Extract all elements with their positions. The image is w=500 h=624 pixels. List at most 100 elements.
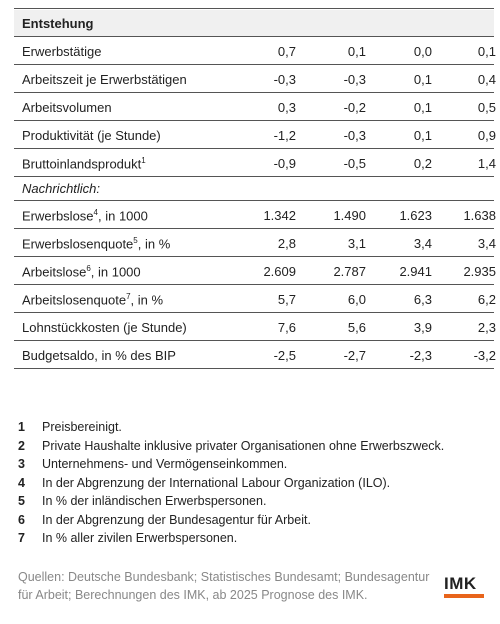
- cell-value: -0,3: [343, 128, 366, 143]
- cell-value: -2,3: [409, 348, 432, 363]
- label-text: Budgetsaldo, in % des BIP: [22, 348, 176, 363]
- label-text: Erwerbstätige: [22, 44, 102, 59]
- footnote-number: 2: [18, 438, 25, 453]
- cell-value: 6,0: [347, 292, 366, 307]
- cell-value: 0,1: [477, 44, 496, 59]
- row-label: Produktivität (je Stunde): [22, 128, 161, 143]
- cell-value: 3,4: [477, 236, 496, 251]
- footnote-ref: 4: [93, 208, 98, 217]
- label-text: Arbeitslosenquote: [22, 292, 127, 308]
- cell-value: 3,9: [413, 320, 432, 335]
- top-rule: [14, 8, 494, 9]
- row-label: Erwerbstätige: [22, 44, 101, 59]
- table-row: Erwerbstätige 0,7 0,1 0,0 0,1: [14, 36, 496, 65]
- cell-value: 0,4: [477, 72, 496, 87]
- table-row: Produktivität (je Stunde) -1,2 -0,3 0,1 0,9: [14, 120, 496, 149]
- logo-bar: [444, 594, 484, 598]
- label-text: Erwerbslosenquote: [22, 236, 134, 252]
- footnote-text: Preisbereinigt.: [42, 420, 122, 434]
- footnote-text: In der Abgrenzung der International Labo…: [42, 475, 391, 490]
- label-text: Erwerbslose: [22, 208, 94, 224]
- label-text: Arbeitslose: [22, 264, 87, 280]
- cell-value: 5,7: [277, 292, 296, 307]
- cell-value: 1,4: [477, 156, 496, 171]
- note-heading: Nachrichtlich:: [22, 181, 101, 196]
- label-suffix: , in 1000: [90, 264, 141, 280]
- footnote-text: Private Haushalte inklusive privater Org…: [42, 438, 445, 453]
- table-row: Arbeitszeit je Erwerbstätigen -0,3 -0,3 0,1…: [14, 64, 496, 93]
- cell-value: 1.490: [333, 208, 366, 223]
- cell-value: 0,7: [277, 44, 296, 59]
- row-label: Arbeitslosenquote7, in %: [22, 292, 163, 307]
- footnote-ref: 1: [141, 156, 146, 165]
- cell-value: -0,9: [273, 156, 296, 171]
- label-suffix: , in 1000: [97, 208, 148, 224]
- cell-value: 3,1: [347, 236, 366, 251]
- footnote-text: In der Abgrenzung der Bundesagentur für …: [42, 512, 311, 527]
- row-label: Erwerbslosenquote5, in %: [22, 236, 170, 251]
- table-row: Bruttoinlandsprodukt1 -0,9 -0,5 0,2 1,4: [14, 148, 496, 177]
- cell-value: -0,3: [273, 72, 296, 87]
- cell-value: 2,8: [277, 236, 296, 251]
- footnote-text: Unternehmens- und Vermögenseinkommen.: [42, 457, 288, 471]
- table-row: Arbeitslosenquote7, in % 5,7 6,0 6,3 6,2: [14, 284, 496, 313]
- cell-value: 0,1: [413, 72, 432, 87]
- cell-value: 2.609: [263, 264, 296, 279]
- row-label: Arbeitslose6, in 1000: [22, 264, 141, 279]
- section-header: Entstehung: [14, 10, 494, 37]
- cell-value: 2.935: [463, 264, 496, 279]
- label-suffix: , in %: [137, 236, 171, 252]
- logo: IMK: [444, 574, 477, 593]
- footnote-text: In % aller zivilen Erwerbspersonen.: [42, 531, 238, 545]
- row-label: Lohnstückkosten (je Stunde): [22, 320, 187, 335]
- table-row: Arbeitslose6, in 1000 2.609 2.787 2.941 2.93…: [14, 256, 496, 285]
- row-label: Budgetsaldo, in % des BIP: [22, 348, 176, 363]
- label-suffix: , in %: [130, 292, 164, 308]
- label-text: Lohnstückkosten (je Stunde): [22, 320, 187, 335]
- cell-value: 0,0: [413, 44, 432, 59]
- footnote-number: 1: [18, 420, 25, 434]
- cell-value: 0,3: [277, 100, 296, 115]
- cell-value: 2.941: [399, 264, 432, 279]
- cell-value: 6,3: [413, 292, 432, 307]
- cell-value: 1.638: [463, 208, 496, 223]
- table-row: Lohnstückkosten (je Stunde) 7,6 5,6 3,9 2,3: [14, 312, 496, 341]
- cell-value: 0,9: [477, 128, 496, 143]
- cell-value: 0,1: [347, 44, 366, 59]
- label-text: Arbeitsvolumen: [22, 100, 112, 115]
- label-text: Arbeitszeit je Erwerbstätigen: [22, 72, 187, 87]
- source-note: Quellen: Deutsche Bundesbank; Statistisc…: [18, 570, 430, 602]
- cell-value: 0,5: [477, 100, 496, 115]
- cell-value: 6,2: [477, 292, 496, 307]
- cell-value: 0,1: [413, 128, 432, 143]
- footnote-text: In % der inländischen Erwerbspersonen.: [42, 494, 267, 508]
- cell-value: 1.342: [263, 208, 296, 223]
- row-label: Erwerbslose4, in 1000: [22, 208, 148, 223]
- table-row: Erwerbslose4, in 1000 1.342 1.490 1.623 1.63…: [14, 200, 496, 229]
- row-label: Arbeitsvolumen: [22, 100, 112, 115]
- cell-value: 0,2: [413, 156, 432, 171]
- cell-value: -0,2: [343, 100, 366, 115]
- footnote-number: 6: [18, 512, 25, 527]
- footnote-number: 3: [18, 457, 25, 471]
- row-label: Arbeitszeit je Erwerbstätigen: [22, 72, 187, 87]
- cell-value: -3,2: [473, 348, 496, 363]
- cell-value: 3,4: [413, 236, 432, 251]
- table-row: Arbeitsvolumen 0,3 -0,2 0,1 0,5: [14, 92, 496, 121]
- cell-value: -2,7: [343, 348, 366, 363]
- footnote-ref: 7: [126, 292, 131, 301]
- cell-value: 1.623: [399, 208, 432, 223]
- label-text: Bruttoinlandsprodukt: [22, 156, 142, 172]
- table-row: Erwerbslosenquote5, in % 2,8 3,1 3,4 3,4: [14, 228, 496, 257]
- footnote-ref: 5: [133, 236, 138, 245]
- cell-value: 2,3: [477, 320, 496, 335]
- footnote-number: 5: [18, 494, 25, 508]
- cell-value: -0,3: [343, 72, 366, 87]
- cell-value: 5,6: [347, 320, 366, 335]
- footnote-ref: 6: [86, 264, 91, 273]
- cell-value: -2,5: [273, 348, 296, 363]
- table-row: Budgetsaldo, in % des BIP -2,5 -2,7 -2,3 -3,…: [14, 340, 496, 369]
- footnote-number: 4: [18, 475, 25, 490]
- section-title: Entstehung: [22, 16, 94, 31]
